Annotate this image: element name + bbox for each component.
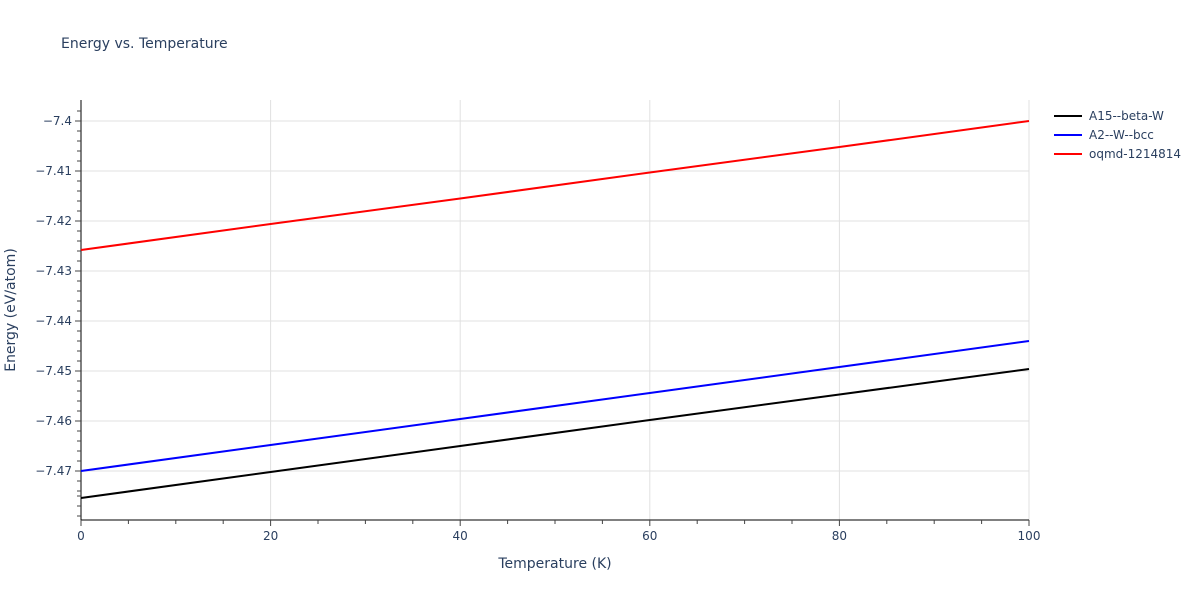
y-tick-label: −7.41 — [35, 164, 72, 178]
legend-item[interactable]: oqmd-1214814 — [1054, 144, 1181, 163]
y-tick-label: −7.4 — [43, 114, 72, 128]
y-axis-title: Energy (eV/atom) — [3, 248, 19, 372]
legend: A15--beta-W A2--W--bcc oqmd-1214814 — [1054, 106, 1181, 163]
x-tick-label: 80 — [832, 529, 847, 543]
legend-swatch — [1054, 152, 1082, 155]
chart-title: Energy vs. Temperature — [61, 36, 228, 52]
y-tick-label: −7.45 — [35, 364, 72, 378]
y-axis-ticks: −7.4 −7.41 −7.42 −7.43 −7.44 −7.45 −7.46 −7.47 — [35, 110, 81, 517]
series-line-a2-w-bcc — [80, 340, 1030, 472]
legend-label: oqmd-1214814 — [1089, 146, 1182, 161]
legend-item[interactable]: A2--W--bcc — [1054, 125, 1181, 144]
series-line-oqmd-1214814 — [80, 120, 1030, 251]
legend-swatch — [1054, 133, 1082, 136]
y-tick-label: −7.46 — [35, 414, 72, 428]
y-tick-label: −7.42 — [35, 214, 72, 228]
series-line-a15-beta-w — [80, 368, 1030, 499]
x-axis-ticks: 0 20 40 60 80 100 — [77, 520, 1040, 543]
x-tick-label: 20 — [263, 529, 278, 543]
y-tick-label: −7.47 — [35, 464, 72, 478]
legend-swatch — [1054, 114, 1082, 117]
legend-label: A2--W--bcc — [1089, 127, 1154, 142]
x-axis-title: Temperature (K) — [497, 556, 611, 572]
y-tick-label: −7.43 — [35, 264, 72, 278]
legend-item[interactable]: A15--beta-W — [1054, 106, 1181, 125]
y-tick-label: −7.44 — [35, 314, 72, 328]
x-tick-label: 60 — [642, 529, 657, 543]
legend-label: A15--beta-W — [1089, 108, 1164, 123]
gridlines — [81, 100, 1030, 520]
x-tick-label: 40 — [453, 529, 468, 543]
x-tick-label: 100 — [1018, 529, 1041, 543]
x-tick-label: 0 — [77, 529, 85, 543]
